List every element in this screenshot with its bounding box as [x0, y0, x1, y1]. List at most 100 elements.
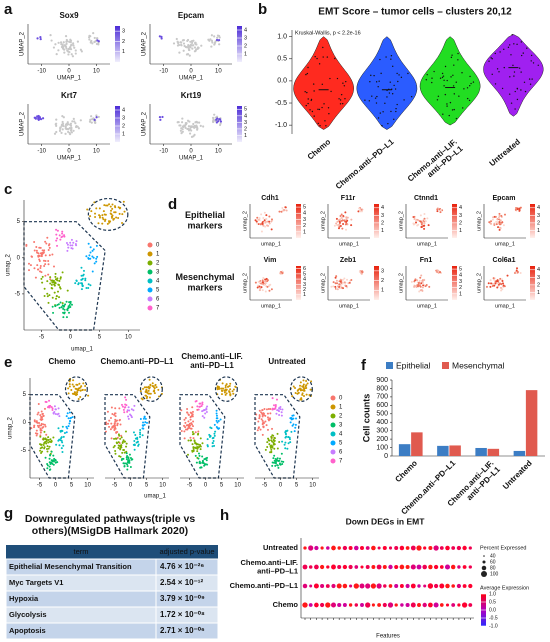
cell-point: [89, 246, 92, 249]
cell-point: [198, 121, 201, 124]
colorbar-tick-label: 5: [303, 205, 306, 211]
cell-point: [61, 115, 64, 118]
cell-point: [125, 445, 128, 448]
cell-point: [390, 110, 392, 113]
table-cell: Hypoxia: [9, 594, 39, 603]
cell-point: [70, 131, 73, 134]
dot: [365, 602, 371, 608]
x-tick-label: 10: [93, 149, 100, 155]
legend-marker: [330, 413, 336, 419]
cell-point: [39, 36, 42, 39]
cell-point: [183, 430, 186, 433]
cell-point: [289, 421, 292, 424]
legend-label: Epithelial: [396, 360, 431, 370]
y-tick-label: 600: [376, 402, 388, 409]
panel-title: Chemo.anti–PD–L1: [101, 357, 174, 366]
cell-point: [302, 389, 305, 392]
cell-point: [286, 447, 289, 450]
cell-point: [506, 274, 509, 277]
cell-point: [321, 106, 323, 109]
y-axis-label: umap_2: [242, 211, 248, 231]
cell-point: [276, 464, 279, 467]
cell-point: [261, 433, 264, 436]
cell-point: [142, 424, 145, 427]
y-axis-label: UMAP_2: [142, 111, 148, 136]
colorbar-tick-label: 2: [303, 223, 306, 229]
cell-point: [257, 280, 260, 283]
cell-point: [191, 44, 194, 47]
cell-point: [279, 272, 282, 275]
cell-point: [204, 463, 207, 466]
cell-point: [275, 412, 278, 415]
cell-point: [191, 410, 194, 413]
cell-point: [494, 83, 497, 85]
feature-title: Ctnnd1: [414, 195, 438, 202]
cell-point: [264, 448, 267, 451]
cell-point: [124, 406, 127, 409]
cell-point: [27, 262, 30, 265]
row-label: Mesenchymal markers: [175, 272, 234, 292]
cell-point: [37, 252, 40, 255]
cell-point: [496, 218, 499, 221]
feature-title: Zeb1: [340, 257, 356, 264]
legend-label: 0: [339, 396, 343, 402]
cell-point: [66, 307, 69, 310]
cell-point: [94, 215, 97, 218]
cell-point: [36, 413, 39, 416]
cell-point: [201, 410, 204, 413]
cell-point: [125, 398, 128, 401]
dot: [410, 583, 416, 589]
feature-title: Col6a1: [493, 257, 516, 264]
cell-point: [358, 270, 361, 273]
cell-point: [39, 267, 42, 270]
cell-point: [95, 244, 98, 247]
x-tick-label: -10: [159, 149, 168, 155]
cell-point: [492, 216, 495, 219]
cell-point: [418, 279, 421, 282]
cell-point: [71, 55, 75, 58]
cell-point: [97, 222, 100, 225]
cell-point: [195, 125, 198, 128]
cell-point: [308, 393, 311, 396]
cell-point: [226, 385, 229, 388]
legend-label: 6: [339, 450, 343, 456]
cell-point: [126, 455, 129, 458]
cell-point: [385, 56, 387, 58]
cell-point: [255, 220, 258, 223]
cell-point: [285, 435, 288, 438]
x-tick-label: 0: [67, 69, 71, 75]
dot: [382, 602, 387, 608]
cell-point: [269, 412, 272, 415]
cell-point: [198, 445, 201, 448]
cell-point: [91, 118, 94, 121]
cell-point: [439, 208, 442, 211]
dot: [433, 545, 439, 551]
dot: [308, 603, 313, 607]
cell-point: [89, 257, 92, 260]
dot: [383, 584, 387, 588]
cell-point: [278, 413, 281, 416]
cell-point: [176, 44, 180, 47]
dot: [468, 565, 472, 569]
cell-point: [66, 249, 69, 252]
cell-point: [216, 34, 220, 37]
cell-point: [143, 415, 146, 418]
cell-point: [87, 394, 90, 397]
cell-point: [274, 457, 277, 460]
dot: [359, 583, 365, 589]
panel-title: Chemo: [48, 357, 75, 366]
cell-point: [196, 433, 199, 436]
legend-label: 0: [156, 243, 160, 249]
cell-point: [266, 412, 269, 415]
bar: [487, 448, 500, 456]
cell-point: [54, 43, 57, 46]
cell-point: [444, 65, 447, 68]
cell-point: [188, 54, 191, 57]
cell-point: [113, 437, 116, 440]
cell-point: [306, 382, 309, 385]
cell-point: [54, 305, 57, 308]
cell-point: [52, 412, 55, 415]
cell-point: [73, 120, 76, 123]
cell-point: [183, 124, 186, 127]
cell-point: [495, 280, 498, 283]
